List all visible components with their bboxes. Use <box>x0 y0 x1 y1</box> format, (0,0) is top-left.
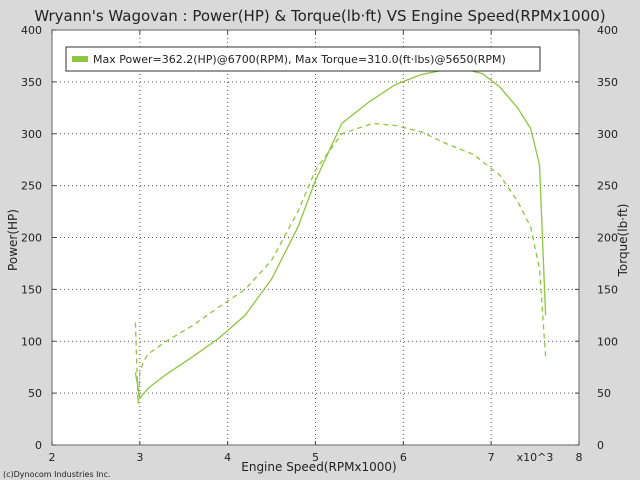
x-axis-multiplier: x10^3 <box>517 451 554 464</box>
power-curve <box>134 68 547 399</box>
axis-ticks: 2 3 4 5 6 7 8 0 50 100 150 200 250 300 350 400 0 50 100 150… <box>21 24 618 464</box>
y-tick-label-left: 150 <box>21 283 42 296</box>
legend-label: Max Power=362.2(HP)@6700(RPM), Max Torqu… <box>93 53 506 66</box>
x-tick-label: 3 <box>136 451 143 464</box>
y-tick-label-left: 100 <box>21 335 42 348</box>
y-tick-label-left: 50 <box>28 387 42 400</box>
y-tick-label-right: 150 <box>597 283 618 296</box>
torque-curve <box>134 122 547 405</box>
copyright-text: (c)Dynocom Industries Inc. <box>3 470 111 479</box>
y-tick-label-left: 250 <box>21 180 42 193</box>
y-tick-label-right: 250 <box>597 180 618 193</box>
y-tick-label-right: 400 <box>597 24 618 37</box>
x-axis-label: Engine Speed(RPMx1000) <box>241 460 397 474</box>
y-tick-label-right: 0 <box>597 439 604 452</box>
y-tick-label-right: 200 <box>597 232 618 245</box>
x-tick-label: 5 <box>312 451 319 464</box>
legend-box <box>65 46 541 72</box>
x-tick-label: 6 <box>400 451 407 464</box>
y-tick-label-right: 300 <box>597 128 618 141</box>
x-tick-label: 7 <box>488 451 495 464</box>
legend-swatch <box>72 56 88 62</box>
y-tick-label-left: 350 <box>21 76 42 89</box>
series-lines <box>134 68 547 405</box>
y-tick-label-right: 100 <box>597 335 618 348</box>
y-axis-label-left: Power(HP) <box>6 209 20 271</box>
legend: Max Power=362.2(HP)@6700(RPM), Max Torqu… <box>65 46 541 72</box>
y-tick-label-left: 200 <box>21 232 42 245</box>
y-axis-label-right: Torque(lb·ft) <box>616 204 630 278</box>
x-tick-label: 2 <box>49 451 56 464</box>
y-tick-label-right: 350 <box>597 76 618 89</box>
chart-title: Wryann's Wagovan : Power(HP) & Torque(lb… <box>34 7 605 25</box>
y-tick-label-left: 300 <box>21 128 42 141</box>
y-tick-label-right: 50 <box>597 387 611 400</box>
x-tick-label: 8 <box>576 451 583 464</box>
y-tick-label-left: 0 <box>35 439 42 452</box>
x-tick-label: 4 <box>224 451 231 464</box>
y-tick-label-left: 400 <box>21 24 42 37</box>
